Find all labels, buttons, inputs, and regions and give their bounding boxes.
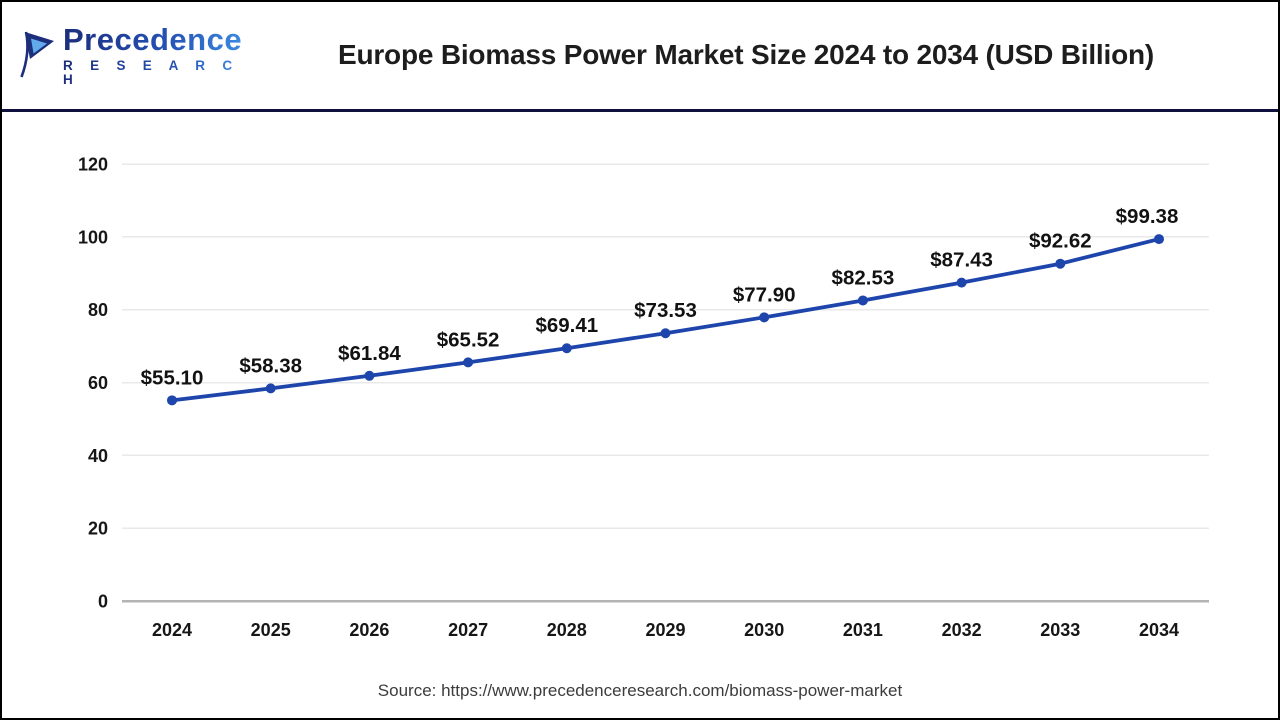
data-label: $87.43 xyxy=(930,249,993,272)
data-point xyxy=(561,343,572,354)
data-point xyxy=(265,383,276,394)
data-label: $58.38 xyxy=(239,354,302,377)
data-label: $99.38 xyxy=(1116,205,1179,228)
x-tick-label: 2032 xyxy=(942,620,982,640)
data-label: $77.90 xyxy=(733,283,796,306)
x-tick-label: 2031 xyxy=(843,620,883,640)
data-label: $92.62 xyxy=(1029,230,1092,253)
y-tick-label: 120 xyxy=(78,155,108,175)
x-tick-label: 2034 xyxy=(1139,620,1179,640)
data-point xyxy=(1055,258,1066,269)
data-point xyxy=(167,395,177,406)
data-point xyxy=(956,277,967,288)
y-tick-label: 20 xyxy=(88,519,108,539)
source-text: Source: https://www.precedenceresearch.c… xyxy=(377,681,903,700)
data-point xyxy=(1154,234,1164,245)
y-tick-label: 100 xyxy=(78,227,108,247)
header-separator xyxy=(2,109,1278,112)
data-point xyxy=(660,328,671,339)
x-tick-label: 2026 xyxy=(349,620,389,640)
x-tick-label: 2024 xyxy=(152,620,192,640)
precedence-research-logo: Precedence R E S E A R C H xyxy=(20,24,248,86)
logo-subtitle: R E S E A R C H xyxy=(63,59,248,86)
data-label: $69.41 xyxy=(535,314,598,337)
page-title: Europe Biomass Power Market Size 2024 to… xyxy=(337,39,1155,70)
data-point xyxy=(857,295,868,306)
header: Precedence R E S E A R C H Europe Biomas… xyxy=(2,2,1278,108)
logo-text: Precedence R E S E A R C H xyxy=(63,24,248,86)
x-tick-label: 2027 xyxy=(448,620,488,640)
x-tick-label: 2025 xyxy=(251,620,291,640)
y-tick-label: 80 xyxy=(88,300,108,320)
logo-wordmark: Precedence xyxy=(63,24,248,55)
data-label: $82.53 xyxy=(832,266,895,289)
line-chart: 0 20 40 60 80 100 120 2024 2025 2026 2027 2028 2029 2… xyxy=(2,112,1278,664)
data-point xyxy=(759,312,770,323)
y-tick-label: 0 xyxy=(98,592,108,612)
data-point xyxy=(463,357,474,368)
y-tick-label: 60 xyxy=(88,373,108,393)
data-point xyxy=(364,370,375,381)
x-tick-label: 2029 xyxy=(645,620,685,640)
x-tick-label: 2028 xyxy=(547,620,587,640)
data-label: $73.53 xyxy=(634,299,697,322)
flag-icon xyxy=(20,31,54,78)
data-label: $55.10 xyxy=(141,366,204,389)
y-tick-label: 40 xyxy=(88,446,108,466)
data-label: $61.84 xyxy=(338,342,401,365)
data-label: $65.52 xyxy=(437,328,500,351)
x-tick-label: 2030 xyxy=(744,620,784,640)
flag-accent xyxy=(31,38,47,54)
x-tick-label: 2033 xyxy=(1040,620,1080,640)
